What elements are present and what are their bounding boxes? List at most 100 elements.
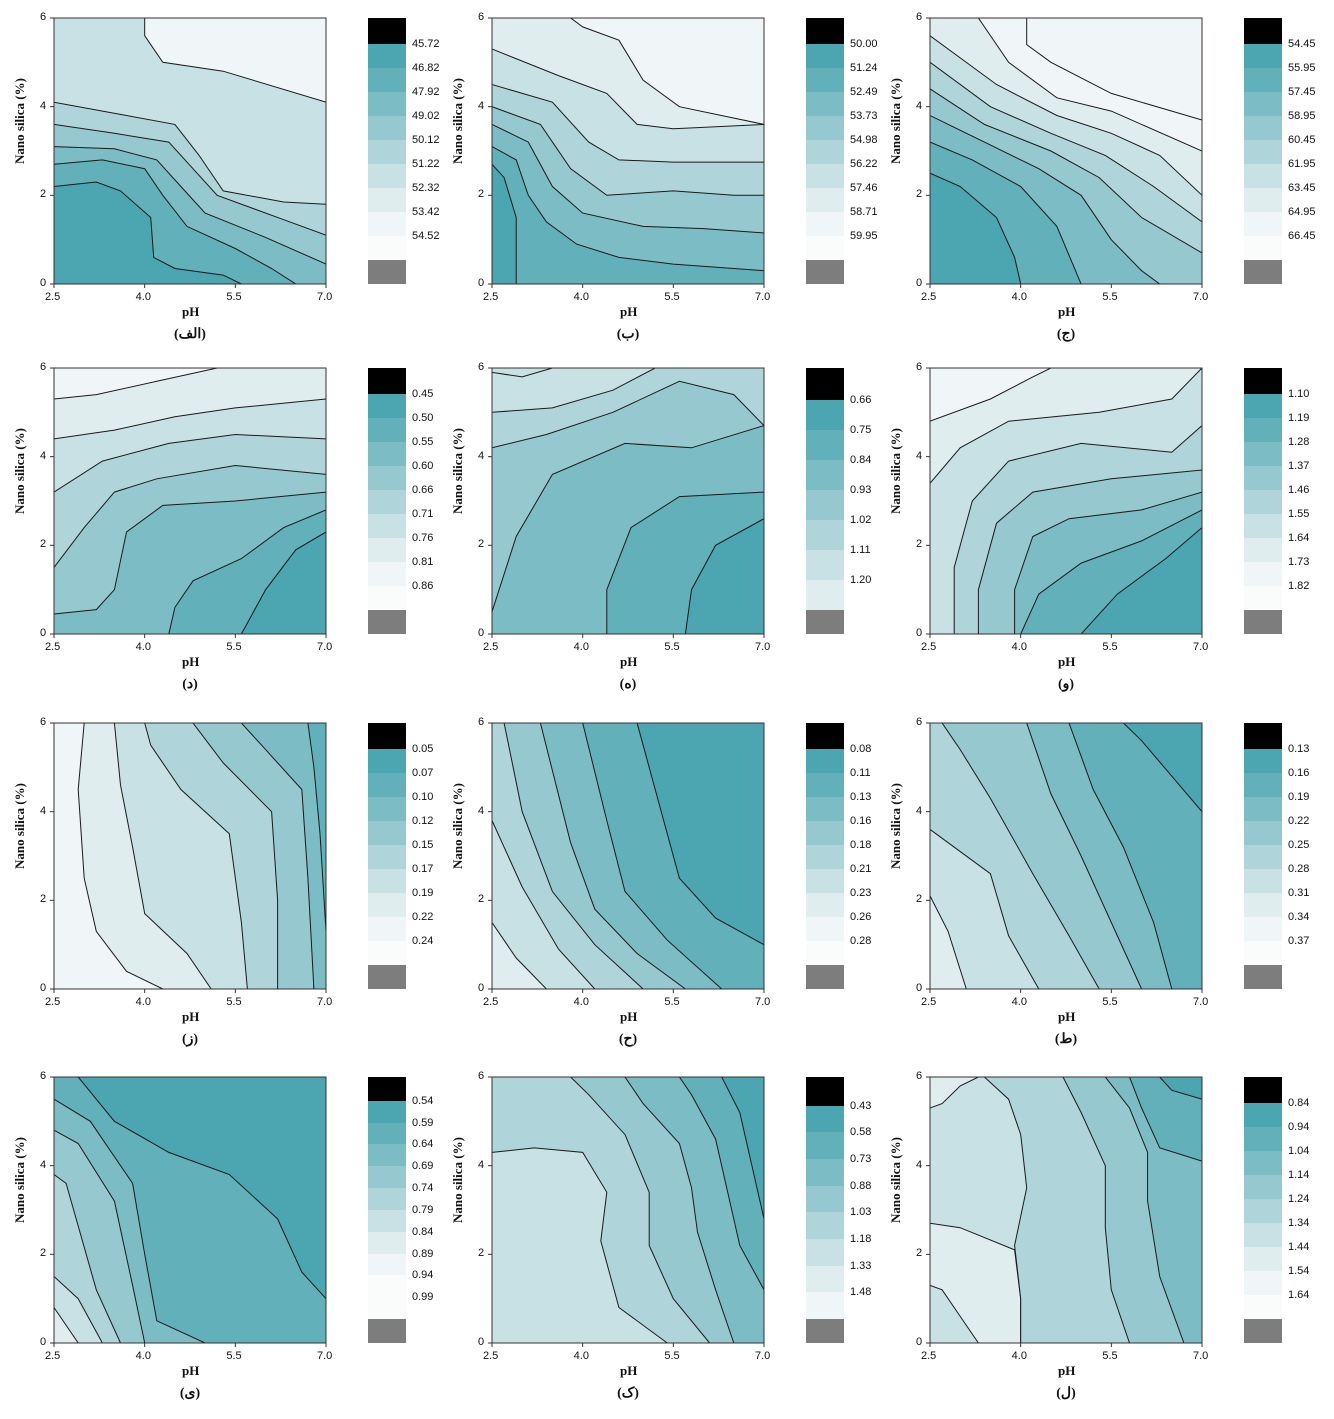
legend-swatch	[1244, 418, 1282, 442]
contour-band	[54, 398, 326, 634]
legend-label: 0.71	[412, 508, 434, 520]
legend-label: 66.45	[1288, 230, 1316, 242]
legend-label: 1.48	[850, 1286, 872, 1299]
legend-label: 0.08	[850, 743, 872, 755]
legend-swatch	[1244, 1127, 1282, 1151]
y-axis-label: Nano silica (%)	[888, 783, 903, 869]
legend-label: 0.23	[850, 887, 872, 899]
legend-swatch	[1244, 941, 1282, 965]
y-tick-label: 4	[40, 99, 47, 112]
legend-swatch	[806, 1159, 844, 1186]
x-axis-label: pH	[182, 654, 200, 669]
legend-swatch	[368, 821, 406, 845]
x-tick-label: 7.0	[755, 641, 771, 653]
y-axis-label: Nano silica (%)	[888, 78, 903, 164]
legend-label: 0.86	[412, 580, 434, 592]
contour-band	[941, 723, 1202, 989]
legend-label: 0.79	[412, 1203, 434, 1216]
panel-caption: (د)	[182, 677, 198, 692]
legend-swatch	[368, 212, 406, 236]
contour-band	[54, 146, 326, 284]
legend-swatch	[1244, 236, 1282, 260]
legend-swatch	[1244, 1199, 1282, 1223]
y-tick-label: 0	[40, 982, 47, 994]
contour-band	[54, 181, 242, 284]
y-tick-label: 2	[40, 1247, 47, 1260]
legend-swatch	[368, 893, 406, 917]
plot-background	[930, 1077, 1202, 1343]
y-tick-label: 6	[478, 1070, 485, 1082]
legend-swatch	[368, 538, 406, 562]
contour-band	[1020, 509, 1202, 634]
plot-frame	[491, 1076, 765, 1344]
contour-band	[1014, 491, 1202, 634]
contour-band	[492, 83, 764, 284]
legend-swatch	[806, 116, 844, 140]
y-tick-label: 4	[478, 99, 485, 112]
legend-swatch	[1244, 562, 1282, 586]
legend-swatch	[1244, 773, 1282, 797]
legend-max-swatch	[1244, 368, 1282, 394]
legend-label: 0.99	[412, 1291, 434, 1304]
y-tick-label: 4	[478, 1158, 485, 1171]
plot-background	[492, 723, 764, 989]
legend-min-swatch	[806, 260, 844, 284]
x-tick-label: 2.5	[45, 291, 61, 303]
legend-swatch	[1244, 1247, 1282, 1271]
legend-label: 63.45	[1288, 182, 1316, 194]
legend-swatch	[1244, 869, 1282, 893]
legend-label: 1.55	[1288, 508, 1310, 520]
legend-swatch	[806, 460, 844, 490]
x-tick-label: 4.0	[573, 996, 589, 1008]
legend-label: 0.19	[412, 887, 434, 899]
legend-swatch	[806, 550, 844, 580]
legend-label: 1.18	[850, 1233, 872, 1245]
plot-frame	[53, 17, 327, 285]
x-axis-label: pH	[1058, 1363, 1076, 1378]
legend-label: 0.84	[412, 1225, 434, 1238]
y-tick-label: 2	[40, 893, 47, 906]
y-tick-label: 2	[478, 538, 485, 551]
y-tick-label: 2	[40, 188, 47, 201]
x-tick-label: 4.0	[573, 641, 589, 653]
legend-swatch	[1244, 68, 1282, 92]
legend-label: 0.28	[850, 935, 872, 947]
contour-band	[77, 1077, 326, 1300]
legend-label: 0.75	[850, 424, 872, 436]
contour-band	[492, 723, 764, 989]
legend-swatch	[806, 140, 844, 164]
legend-max-swatch	[806, 1077, 844, 1106]
legend-label: 1.46	[1288, 484, 1310, 496]
contour-band	[492, 368, 764, 634]
legend-label: 1.34	[1288, 1217, 1310, 1229]
legend-swatch	[368, 1209, 406, 1232]
legend-swatch	[806, 869, 844, 893]
y-tick-label: 2	[40, 538, 47, 551]
contour-band	[930, 35, 1202, 284]
contour-band	[1128, 1077, 1202, 1162]
legend-label: 0.24	[412, 935, 434, 947]
x-axis-label: pH	[1058, 304, 1076, 319]
contour-band	[1068, 723, 1202, 989]
legend-label: 58.95	[1288, 110, 1316, 122]
contour-band	[930, 18, 1202, 284]
y-tick-label: 2	[916, 1247, 923, 1260]
legend-label: 0.05	[412, 743, 434, 755]
y-tick-label: 2	[916, 893, 923, 906]
contour-band	[492, 723, 764, 989]
plot-frame	[491, 17, 765, 285]
legend-swatch	[368, 442, 406, 466]
x-tick-label: 5.5	[226, 996, 242, 1008]
y-tick-label: 0	[916, 1336, 923, 1348]
y-axis-label: Nano silica (%)	[12, 78, 27, 164]
legend-label: 46.82	[412, 62, 440, 74]
legend-swatch	[368, 514, 406, 538]
legend-label: 0.84	[850, 454, 872, 466]
x-tick-label: 2.5	[45, 996, 61, 1008]
legend-swatch	[1244, 514, 1282, 538]
plot-background	[54, 368, 326, 634]
legend-label: 0.28	[1288, 863, 1310, 875]
x-tick-label: 2.5	[921, 1350, 937, 1362]
contour-band	[54, 1077, 326, 1343]
